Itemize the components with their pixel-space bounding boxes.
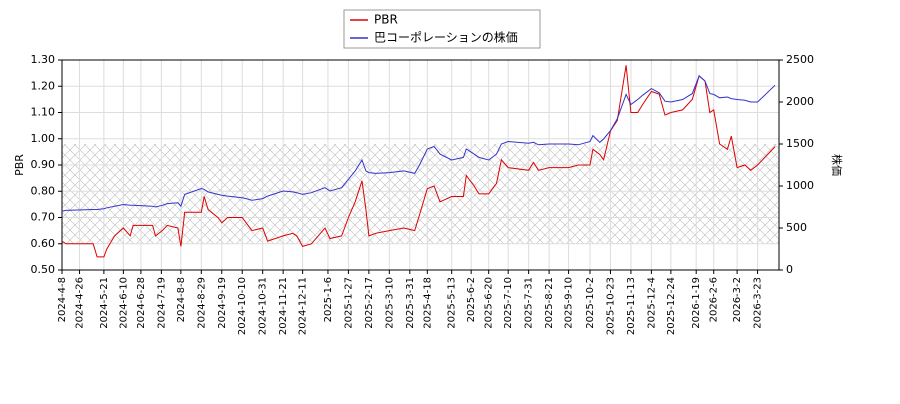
x-tick-label: 2025-11-13 bbox=[626, 277, 637, 335]
x-tick-label: 2024-5-21 bbox=[99, 277, 110, 329]
x-tick-label: 2024-11-21 bbox=[278, 277, 289, 335]
y-tick-label: 0.70 bbox=[31, 211, 56, 224]
y2-tick-label: 0 bbox=[786, 263, 793, 276]
x-tick-label: 2025-2-17 bbox=[364, 277, 375, 329]
x-tick-label: 2024-9-19 bbox=[217, 277, 228, 329]
y2-tick-label: 2500 bbox=[786, 53, 814, 66]
x-tick-label: 2024-6-10 bbox=[118, 277, 129, 329]
y-tick-label: 1.10 bbox=[31, 106, 56, 119]
series-line bbox=[61, 65, 776, 258]
x-tick-label: 2024-12-11 bbox=[298, 277, 309, 335]
y-tick-label: 0.50 bbox=[31, 263, 56, 276]
x-tick-label: 2025-1-27 bbox=[343, 277, 354, 329]
shaded-band bbox=[62, 144, 779, 244]
x-tick-label: 2024-8-8 bbox=[176, 277, 187, 322]
x-tick-label: 2026-3-2 bbox=[732, 277, 743, 322]
x-tick-label: 2025-4-18 bbox=[422, 277, 433, 329]
x-tick-label: 2026-2-6 bbox=[709, 277, 720, 322]
y-tick-label: 0.80 bbox=[31, 184, 56, 197]
legend: PBR 巴コーポレーションの株価 bbox=[343, 9, 541, 49]
plot-frame bbox=[61, 59, 780, 271]
legend-box bbox=[343, 9, 541, 49]
x-tick-label: 2025-7-10 bbox=[503, 277, 514, 329]
y2-tick-label: 1000 bbox=[786, 179, 814, 192]
x-tick-label: 2025-5-13 bbox=[447, 277, 458, 329]
x-tick-label: 2025-1-6 bbox=[323, 277, 334, 322]
x-tick-label: 2026-1-19 bbox=[691, 277, 702, 329]
y-axis-label: PBR bbox=[13, 154, 26, 176]
plot-area bbox=[61, 59, 779, 271]
y2-tick-label: 2000 bbox=[786, 95, 814, 108]
x-tick-label: 2025-9-10 bbox=[564, 277, 575, 329]
series-line bbox=[61, 75, 776, 212]
x-tick-label: 2025-3-31 bbox=[405, 277, 416, 329]
legend-label: 巴コーポレーションの株価 bbox=[374, 30, 518, 45]
x-tick-label: 2024-6-28 bbox=[136, 277, 147, 329]
x-tick-label: 2026-3-23 bbox=[753, 277, 764, 329]
y-tick-label: 1.30 bbox=[31, 53, 56, 66]
x-tick-label: 2024-4-8 bbox=[57, 277, 68, 322]
legend-label: PBR bbox=[374, 13, 398, 27]
y-tick-label: 0.60 bbox=[31, 237, 56, 250]
x-tick-label: 2025-12-4 bbox=[646, 277, 657, 329]
x-tick-label: 2024-10-10 bbox=[237, 277, 248, 335]
x-tick-label: 2024-4-26 bbox=[75, 277, 86, 329]
x-tick-label: 2025-6-2 bbox=[466, 277, 477, 322]
x-tick-label: 2024-10-31 bbox=[258, 277, 269, 335]
x-tick-label: 2025-7-31 bbox=[524, 277, 535, 329]
x-tick-label: 2024-7-19 bbox=[156, 277, 167, 329]
y-tick-label: 1.00 bbox=[31, 132, 56, 145]
x-tick-label: 2024-8-29 bbox=[196, 277, 207, 329]
x-tick-label: 2025-8-21 bbox=[544, 277, 555, 329]
y-tick-label: 0.90 bbox=[31, 158, 56, 171]
x-tick-label: 2025-10-23 bbox=[605, 277, 616, 335]
x-tick-label: 2025-10-2 bbox=[585, 277, 596, 329]
x-tick-label: 2025-3-10 bbox=[384, 277, 395, 329]
y2-tick-label: 1500 bbox=[786, 137, 814, 150]
y-tick-label: 1.20 bbox=[31, 79, 56, 92]
y2-tick-label: 500 bbox=[786, 221, 807, 234]
x-tick-label: 2025-12-24 bbox=[666, 277, 677, 335]
y2-axis-label: 株価 bbox=[830, 154, 844, 176]
x-tick-label: 2025-6-20 bbox=[484, 277, 495, 329]
